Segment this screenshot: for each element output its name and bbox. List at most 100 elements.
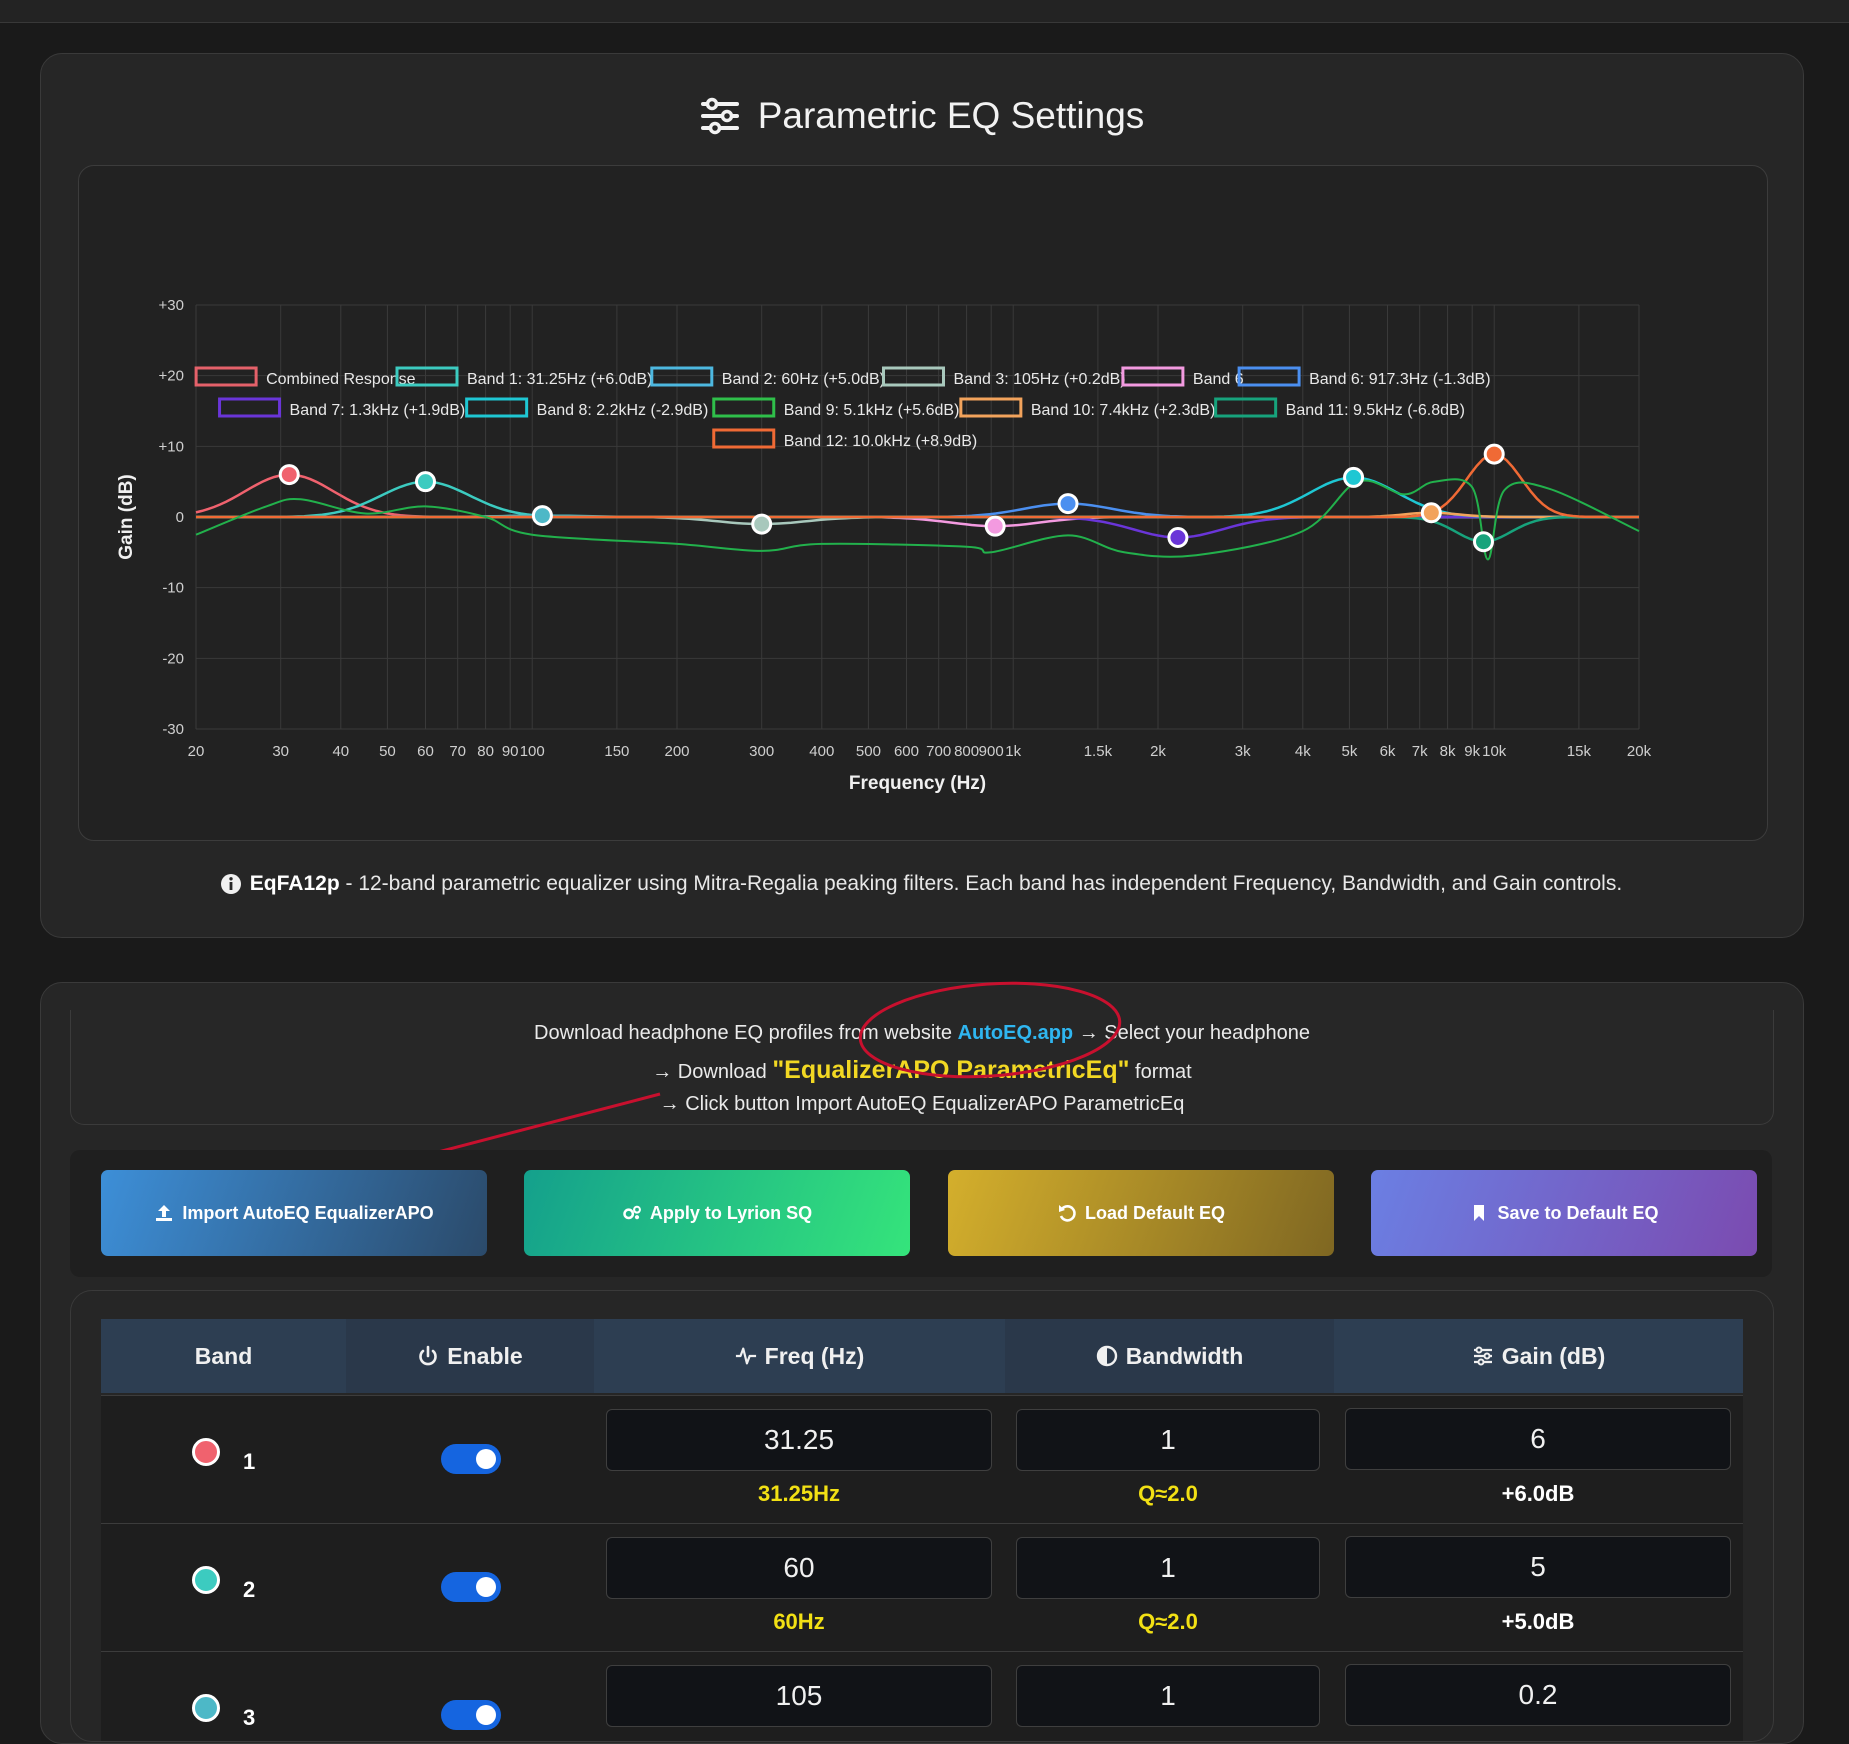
band-color-dot <box>192 1566 220 1594</box>
gain-input[interactable] <box>1345 1664 1731 1726</box>
header-bandwidth: Bandwidth <box>1005 1319 1334 1393</box>
header-freq-label: Freq (Hz) <box>764 1342 865 1369</box>
x-tick-label: 5k <box>1341 743 1357 760</box>
bookmark-icon <box>1474 1205 1485 1221</box>
y-tick-label: -10 <box>162 580 184 597</box>
legend-swatch <box>650 366 714 387</box>
freq-label: 31.25Hz <box>758 1481 840 1506</box>
legend-label: Band 1: 31.25Hz (+6.0dB) <box>467 371 652 388</box>
band-color-dot <box>192 1438 220 1466</box>
x-tick-label: 2k <box>1150 743 1166 760</box>
x-tick-label: 80 <box>477 743 494 760</box>
x-tick-label: 7k <box>1412 743 1428 760</box>
toggle-knob <box>476 1705 496 1725</box>
y-tick-label: 0 <box>176 509 184 526</box>
x-tick-label: 500 <box>856 743 881 760</box>
table-row: 2 60Hz Q≈2.0 +5.0dB <box>101 1523 1743 1651</box>
x-tick-label: 300 <box>749 743 774 760</box>
bandwidth-input[interactable] <box>1016 1409 1320 1471</box>
eq-title-text: Parametric EQ Settings <box>757 95 1145 136</box>
x-tick-label: 400 <box>809 743 834 760</box>
enable-toggle[interactable] <box>441 1444 501 1474</box>
x-axis-title: Frequency (Hz) <box>849 773 986 794</box>
x-tick-label: 50 <box>379 743 396 760</box>
band-peak-point <box>414 471 436 493</box>
band-color-dot <box>192 1694 220 1722</box>
enable-toggle[interactable] <box>441 1572 501 1602</box>
header-enable-label: Enable <box>447 1342 523 1369</box>
table-row: 1 31.25Hz Q≈2.0 +6.0dB <box>101 1395 1743 1523</box>
legend-swatch <box>1121 366 1185 387</box>
legend-swatch <box>882 366 945 387</box>
autoeq-link[interactable]: AutoEQ.app <box>957 1022 1074 1044</box>
band-peak-point <box>1483 443 1505 465</box>
eq-info-name: EqFA12p <box>249 872 340 895</box>
header-band: Band <box>101 1319 346 1393</box>
x-tick-label: 15k <box>1567 743 1592 760</box>
x-tick-label: 40 <box>332 743 349 760</box>
legend-label: Band 10: 7.4kHz (+2.3dB) <box>1031 402 1216 419</box>
freq-input[interactable] <box>606 1409 992 1471</box>
gain-input[interactable] <box>1345 1536 1731 1598</box>
band-peak-point <box>278 464 300 486</box>
header-freq: Freq (Hz) <box>594 1319 1005 1393</box>
band-peak-point <box>984 515 1006 537</box>
band-peak-point <box>531 505 553 527</box>
freq-input[interactable] <box>606 1665 992 1727</box>
contrast-icon <box>1096 1345 1117 1367</box>
apply-lyrion-button[interactable]: Apply to Lyrion SQ <box>524 1170 910 1256</box>
toggle-knob <box>476 1449 496 1469</box>
header-gain: Gain (dB) <box>1334 1319 1743 1393</box>
legend-label: Band 6: 917.3Hz (-1.3dB) <box>1309 371 1490 388</box>
legend-swatch <box>959 397 1023 418</box>
gears-icon <box>623 1205 641 1220</box>
x-tick-label: 1k <box>1005 743 1021 760</box>
action-button-row: Import AutoEQ EqualizerAPO Apply to Lyri… <box>70 1150 1772 1277</box>
band-curve <box>196 515 1639 543</box>
bandwidth-input[interactable] <box>1016 1665 1320 1727</box>
legend-swatch <box>1237 366 1301 387</box>
q-label: Q≈2.0 <box>1138 1481 1198 1506</box>
import-autoeq-label: Import AutoEQ EqualizerAPO <box>182 1202 434 1223</box>
gain-input[interactable] <box>1345 1408 1731 1470</box>
guide-line-2: → Download "EqualizerAPO ParametricEq" f… <box>71 1056 1773 1085</box>
legend-swatch <box>395 366 459 387</box>
x-tick-label: 6k <box>1380 743 1396 760</box>
band-number: 1 <box>243 1449 256 1474</box>
save-default-eq-label: Save to Default EQ <box>1497 1202 1659 1223</box>
y-tick-label: +20 <box>159 368 184 385</box>
band-peak-point <box>1472 531 1494 553</box>
band-peak-point <box>1343 466 1365 488</box>
format-highlight: "EqualizerAPO ParametricEq" <box>772 1056 1130 1084</box>
x-tick-label: 1.5k <box>1084 743 1113 760</box>
legend-swatch <box>194 366 258 387</box>
power-icon <box>419 1345 438 1366</box>
x-tick-label: 100 <box>520 743 545 760</box>
eq-info-line: EqFA12p - 12-band parametric equalizer u… <box>40 872 1802 896</box>
apply-lyrion-label: Apply to Lyrion SQ <box>649 1202 813 1223</box>
guide-text: Download headphone EQ profiles from webs… <box>534 1022 958 1044</box>
upload-icon <box>156 1205 173 1221</box>
guide-text: → Download <box>652 1061 773 1083</box>
legend-swatch <box>712 428 776 449</box>
x-tick-label: 4k <box>1295 743 1311 760</box>
x-tick-label: 900 <box>979 743 1004 760</box>
sliders-icon <box>1473 1346 1492 1366</box>
save-default-eq-button[interactable]: Save to Default EQ <box>1371 1170 1757 1256</box>
freq-input[interactable] <box>606 1537 992 1599</box>
enable-toggle[interactable] <box>441 1700 501 1730</box>
legend-label: Band 8: 2.2kHz (-2.9dB) <box>537 402 709 419</box>
x-tick-label: 8k <box>1440 743 1456 760</box>
band-peak-point <box>1420 502 1442 524</box>
legend-label: Band 2: 60Hz (+5.0dB) <box>722 371 885 388</box>
load-default-eq-button[interactable]: Load Default EQ <box>948 1170 1334 1256</box>
bandwidth-input[interactable] <box>1016 1537 1320 1599</box>
import-autoeq-button[interactable]: Import AutoEQ EqualizerAPO <box>101 1170 487 1256</box>
band-peak-point <box>1167 526 1189 548</box>
top-bar <box>0 0 1849 23</box>
legend-swatch <box>218 397 282 418</box>
band-peak-point <box>1057 493 1079 515</box>
x-tick-label: 600 <box>894 743 919 760</box>
legend-label: Band 12: 10.0kHz (+8.9dB) <box>784 433 977 450</box>
band-peak-point <box>751 513 773 535</box>
